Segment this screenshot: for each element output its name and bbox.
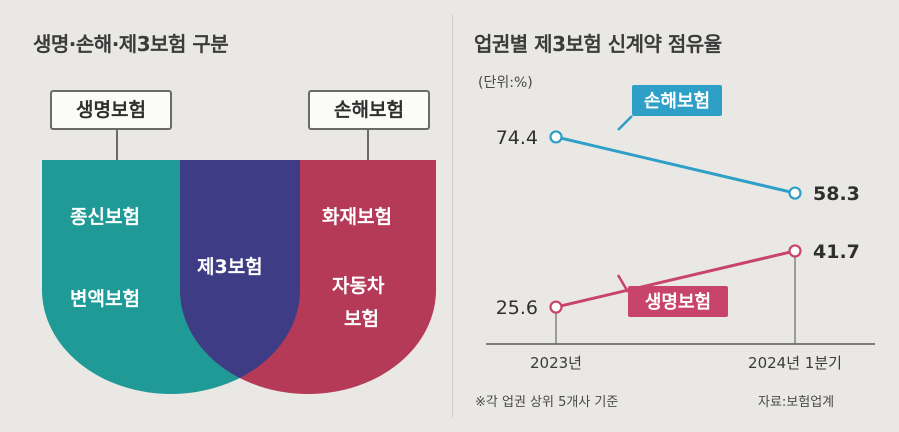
legend-label: 생명보험 xyxy=(645,291,711,313)
data-label: 25.6 xyxy=(496,297,538,319)
nonlife-item-auto: 자동차 xyxy=(332,275,385,297)
data-point xyxy=(549,300,563,314)
life-item-whole-life: 종신보험 xyxy=(70,206,140,228)
legend-box xyxy=(632,85,722,116)
nonlife-insurance-callout: 손해보험 xyxy=(308,90,430,130)
data-label: 74.4 xyxy=(496,127,538,149)
venn-diagram xyxy=(42,130,436,394)
legend-leader-line xyxy=(616,274,630,293)
unit-label: (단위:%) xyxy=(478,75,533,91)
life-insurance-callout: 생명보험 xyxy=(50,90,172,130)
legend-box xyxy=(628,286,728,317)
third-insurance-overlap xyxy=(180,160,300,394)
life-item-variable: 변액보험 xyxy=(70,288,140,310)
basis-footnote: ※각 업권 상위 5개사 기준 xyxy=(475,395,619,410)
nonlife-item-insurance: 보험 xyxy=(344,308,379,330)
legend-label: 손해보험 xyxy=(644,90,710,112)
source-label: 자료:보험업계 xyxy=(758,395,835,410)
series-line xyxy=(555,135,796,195)
series-line xyxy=(555,249,796,309)
data-label: 41.7 xyxy=(813,241,860,263)
data-point xyxy=(549,130,563,144)
venn-title: 생명·손해·제3보험 구분 xyxy=(33,32,229,56)
overlap-item-third: 제3보험 xyxy=(197,256,263,278)
data-point xyxy=(788,186,802,200)
nonlife-item-fire: 화재보험 xyxy=(322,206,392,228)
chart-title: 업권별 제3보험 신계약 점유율 xyxy=(474,32,722,56)
panel-divider xyxy=(452,14,453,418)
data-point xyxy=(788,244,802,258)
legend-leader-line xyxy=(617,115,633,131)
data-label: 58.3 xyxy=(813,183,860,205)
x-tick-label: 2023년 xyxy=(530,354,582,372)
x-tick-label: 2024년 1분기 xyxy=(748,354,842,372)
